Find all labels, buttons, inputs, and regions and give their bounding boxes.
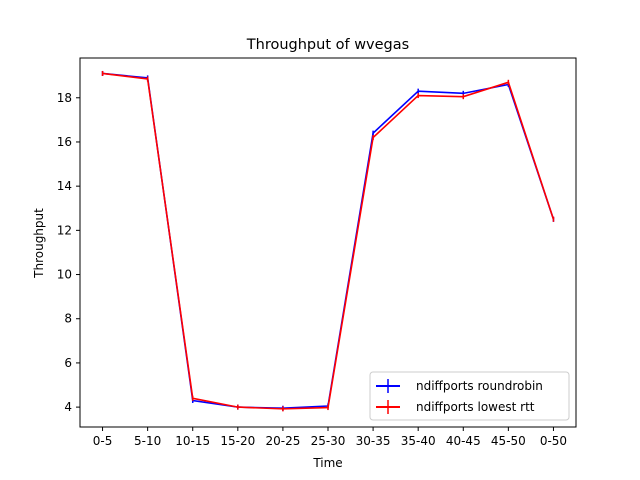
x-tick-label: 40-45 [446,434,481,448]
y-tick-label: 10 [57,268,72,282]
legend: ndiffports roundrobin ndiffports lowest … [369,371,570,421]
legend-label-lowest-rtt: ndiffports lowest rtt [416,400,535,414]
x-tick-label: 35-40 [401,434,436,448]
y-tick-label: 6 [64,356,72,370]
y-tick-label: 8 [64,312,72,326]
y-tick-label: 12 [57,223,72,237]
y-tick-label: 16 [57,135,72,149]
x-tick-label: 15-20 [220,434,255,448]
legend-label-roundrobin: ndiffports roundrobin [416,379,543,393]
x-axis-label: Time [312,456,342,470]
y-tick-label: 14 [57,179,72,193]
series-line-1 [102,72,555,410]
x-tick-label: 0-50 [540,434,567,448]
legend-box [369,371,570,421]
x-tick-label: 30-35 [356,434,391,448]
x-tick-label: 25-30 [311,434,346,448]
x-tick-label: 45-50 [491,434,526,448]
x-axis: 0-5 5-10 10-15 15-20 20-25 25-30 30-35 35-40 40-… [93,427,567,448]
y-tick-label: 18 [57,91,72,105]
x-tick-label: 20-25 [265,434,300,448]
y-axis-label: Throughput [32,208,46,279]
x-tick-label: 0-5 [93,434,113,448]
y-axis: 4 6 8 10 12 14 16 18 [57,91,80,414]
x-tick-label: 10-15 [175,434,210,448]
chart-title: Throughput of wvegas [246,37,409,53]
series-layer [101,70,555,412]
x-tick-label: 5-10 [134,434,161,448]
y-tick-label: 4 [64,400,72,414]
